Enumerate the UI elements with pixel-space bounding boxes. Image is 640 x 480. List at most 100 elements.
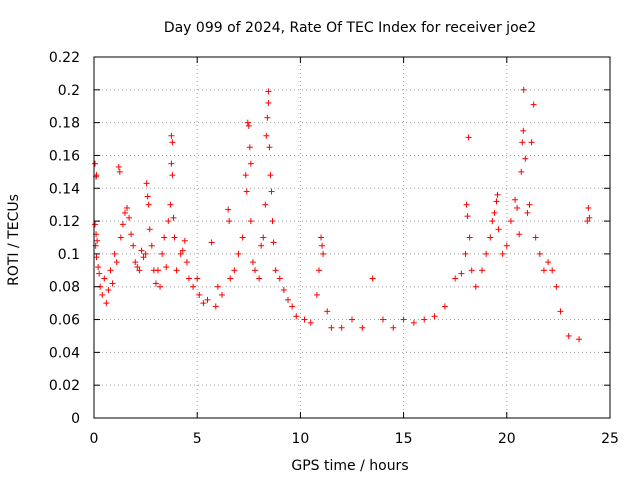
y-tick-label: 0.04 bbox=[49, 345, 80, 361]
data-point bbox=[231, 267, 238, 274]
data-point bbox=[545, 259, 552, 266]
data-point bbox=[226, 218, 233, 225]
data-point bbox=[301, 316, 308, 323]
data-point bbox=[379, 316, 386, 323]
data-point bbox=[258, 242, 265, 249]
data-point bbox=[140, 254, 147, 261]
data-point bbox=[526, 201, 533, 208]
data-point bbox=[315, 267, 322, 274]
data-point bbox=[540, 267, 547, 274]
data-point bbox=[196, 291, 203, 298]
data-point bbox=[165, 218, 172, 225]
data-point bbox=[256, 275, 263, 282]
data-point bbox=[134, 264, 141, 271]
data-point bbox=[200, 300, 207, 307]
x-tick-label: 0 bbox=[90, 431, 99, 447]
data-point bbox=[124, 204, 131, 211]
data-point bbox=[565, 332, 572, 339]
data-point bbox=[136, 267, 143, 274]
data-point bbox=[159, 250, 166, 257]
data-point bbox=[263, 132, 270, 139]
data-point bbox=[553, 283, 560, 290]
data-point bbox=[289, 303, 296, 310]
data-point bbox=[576, 336, 583, 343]
data-point bbox=[441, 303, 448, 310]
data-point bbox=[169, 172, 176, 179]
data-point bbox=[410, 319, 417, 326]
data-point bbox=[247, 160, 254, 167]
data-point bbox=[208, 239, 215, 246]
chart-title: Day 099 of 2024, Rate Of TEC Index for r… bbox=[164, 20, 536, 36]
data-point bbox=[113, 259, 120, 266]
data-point bbox=[244, 119, 251, 126]
x-tick-label: 15 bbox=[395, 431, 413, 447]
data-point bbox=[400, 316, 407, 323]
data-point bbox=[96, 270, 103, 277]
data-point bbox=[154, 267, 161, 274]
data-point bbox=[146, 226, 153, 233]
y-tick-label: 0.12 bbox=[49, 214, 80, 230]
data-point bbox=[143, 180, 150, 187]
data-point bbox=[536, 250, 543, 257]
data-point bbox=[487, 234, 494, 241]
data-point bbox=[499, 250, 506, 257]
plot-frame bbox=[93, 56, 611, 419]
y-tick-label: 0.02 bbox=[49, 378, 80, 394]
data-point bbox=[92, 221, 99, 228]
data-point bbox=[246, 144, 253, 151]
x-axis-label: GPS time / hours bbox=[291, 458, 408, 474]
data-point bbox=[265, 99, 272, 106]
data-point bbox=[227, 275, 234, 282]
y-tick-labels: 0 0.02 0.04 0.06 0.08 0.1 0.12 0.14 0.16 0.18 0.2 0… bbox=[49, 50, 80, 427]
data-point bbox=[532, 234, 539, 241]
data-point bbox=[522, 155, 529, 162]
data-point bbox=[177, 250, 184, 257]
data-point bbox=[520, 127, 527, 134]
data-points bbox=[92, 86, 593, 343]
data-point bbox=[99, 291, 106, 298]
data-point bbox=[115, 163, 122, 170]
data-point bbox=[465, 134, 472, 141]
data-point bbox=[507, 218, 514, 225]
data-point bbox=[260, 234, 267, 241]
data-point bbox=[249, 259, 256, 266]
data-point bbox=[144, 193, 151, 200]
data-point bbox=[285, 296, 292, 303]
data-point bbox=[264, 114, 271, 121]
data-point bbox=[170, 214, 177, 221]
data-point bbox=[369, 275, 376, 282]
data-point bbox=[105, 287, 112, 294]
data-point bbox=[431, 313, 438, 320]
data-point bbox=[126, 214, 133, 221]
data-point bbox=[466, 234, 473, 241]
data-point bbox=[549, 267, 556, 274]
data-point bbox=[245, 122, 252, 129]
y-tick-label: 0.08 bbox=[49, 280, 80, 296]
data-point bbox=[225, 206, 232, 213]
data-point bbox=[247, 218, 254, 225]
data-point bbox=[132, 259, 139, 266]
data-point bbox=[493, 198, 500, 205]
data-point bbox=[307, 319, 314, 326]
data-point bbox=[503, 242, 510, 249]
data-point bbox=[183, 259, 190, 266]
x-tick-labels: 0 5 10 15 20 25 bbox=[90, 431, 619, 447]
data-point bbox=[111, 250, 118, 257]
data-point bbox=[464, 213, 471, 220]
data-point bbox=[528, 139, 535, 146]
x-tick-label: 5 bbox=[193, 431, 202, 447]
data-point bbox=[185, 275, 192, 282]
data-point bbox=[243, 188, 250, 195]
data-point bbox=[524, 209, 531, 216]
data-point bbox=[239, 234, 246, 241]
y-tick-label: 0.16 bbox=[49, 148, 80, 164]
data-point bbox=[145, 201, 152, 208]
data-point bbox=[514, 204, 521, 211]
data-point bbox=[138, 247, 145, 254]
x-tick-label: 10 bbox=[291, 431, 309, 447]
data-point bbox=[161, 234, 168, 241]
data-point bbox=[103, 300, 110, 307]
data-point bbox=[520, 86, 527, 93]
y-tick-label: 0 bbox=[71, 411, 80, 427]
data-point bbox=[468, 267, 475, 274]
